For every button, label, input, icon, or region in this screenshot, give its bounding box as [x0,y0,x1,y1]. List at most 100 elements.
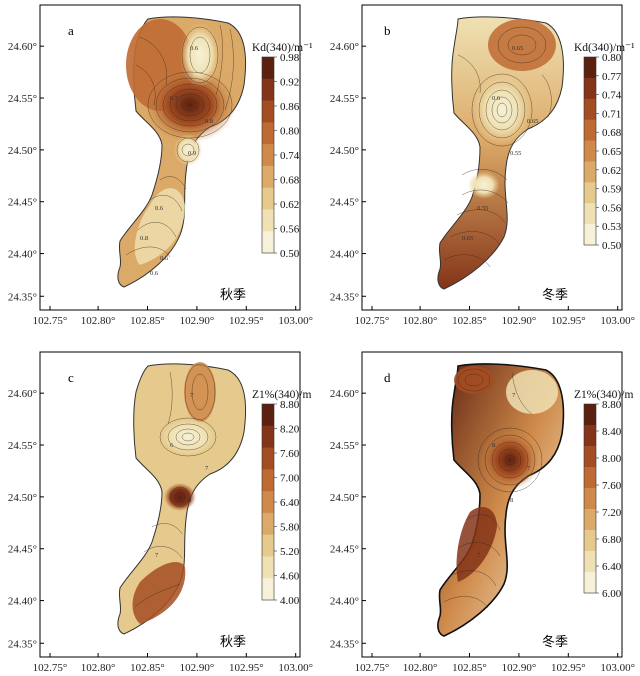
colorbar-tick-label: 4.00 [280,595,300,607]
colorbar-tick-label: 0.68 [602,127,622,139]
colorbar-tick-label: 0.62 [280,199,299,211]
x-tick-label: 102.85° [452,315,487,327]
y-tick-label: 24.55° [8,93,37,105]
x-tick-label: 102.75° [33,662,68,674]
x-tick-label: 102.85° [130,662,165,674]
y-tick-label: 24.40° [330,249,359,261]
colorbar-segment [262,447,274,470]
colorbar: 8.80 8.40 8.00 7.60 7.20 6.80 6.40 6.00 Z1%(340)… [574,389,633,600]
contour-label: 6 [170,442,174,449]
x-tick-label: 102.85° [452,662,487,674]
panel-b: b 冬季 [361,4,623,311]
colorbar-segment [262,78,274,102]
x-tick-label: 102.95° [229,315,264,327]
colorbar-border [583,403,597,594]
y-tick-label: 24.55° [330,93,359,105]
lake-region [437,16,564,290]
colorbar: 0.98 0.92 0.86 0.80 0.74 0.68 0.62 0.56 0.50 Kd(3… [252,42,313,260]
axis-group: 102.75° 102.80° 102.85° 102.90° 102.95° 103.0… [8,388,313,674]
y-tick-label: 24.45° [330,197,359,209]
colorbar-segment [584,77,596,100]
x-tick-label: 102.75° [355,662,390,674]
contour-label: 0.6 [190,45,199,52]
contour-label: 0.7 [170,95,179,102]
colorbar-tick-label: 0.68 [280,175,300,187]
colorbar-segment [584,488,596,510]
colorbar-tick-label: 0.62 [602,165,621,177]
colorbar-segment [584,551,596,573]
colorbar-segment [262,209,274,232]
lake-map [117,362,247,635]
colorbar-segment [262,122,274,145]
colorbar-segment [584,161,596,183]
y-tick-label: 24.50° [8,492,37,504]
contour-label: 7 [155,552,159,559]
contour-label: 0.6 [155,205,164,212]
colorbar-segment [262,187,274,210]
y-tick-label: 24.35° [330,291,359,303]
axis-group: 102.75° 102.80° 102.85° 102.90° 102.95° 103.0… [330,41,635,327]
colorbar-tick-label: 0.92 [280,77,299,89]
contour-label: 0.55 [510,150,521,157]
colorbar-tick-label: 0.53 [602,221,622,233]
colorbar-segment [262,165,274,189]
contour-label: 0.6 [150,270,159,277]
colorbar-tick-label: 0.71 [602,108,621,120]
panel-d: d 冬季 [361,351,623,658]
y-tick-label: 24.55° [330,440,359,452]
colorbar-tick-label: 5.20 [280,546,300,558]
panel-letter: a [68,23,74,38]
colorbar-segment [584,57,596,79]
colorbar-tick-label: 0.74 [602,90,622,102]
panel-c: c 秋季 [39,351,301,658]
colorbar-tick-label: 8.40 [602,426,622,438]
y-tick-label: 24.60° [330,388,359,400]
y-tick-label: 24.60° [330,41,359,53]
y-tick-label: 24.35° [8,291,37,303]
x-tick-label: 102.85° [130,315,165,327]
panel-frame [361,351,623,658]
x-tick-label: 102.95° [551,662,586,674]
colorbar-tick-label: 6.40 [602,561,622,573]
colorbar-segment [262,425,274,449]
panel-frame [361,4,623,311]
y-tick-label: 24.40° [330,596,359,608]
colorbar: 0.80 0.77 0.74 0.71 0.68 0.65 0.62 0.59 0.56 0.53… [574,42,635,252]
x-tick-label: 103.00° [278,662,313,674]
x-tick-label: 102.90° [180,315,215,327]
colorbar-segment [262,491,274,514]
colorbar-title: Z1%(340)/m [252,389,311,401]
x-tick-label: 102.80° [81,315,116,327]
contour-label: 7 [205,465,209,472]
contour-label: 7 [477,552,481,559]
contour-label: 7 [527,465,531,472]
y-tick-label: 24.60° [8,388,37,400]
colorbar-segment [262,404,274,427]
y-tick-label: 24.40° [8,596,37,608]
y-tick-label: 24.60° [8,41,37,53]
season-label: 冬季 [542,634,568,650]
colorbar-tick-label: 0.56 [602,202,622,214]
colorbar-tick-label: 0.80 [602,52,622,64]
colorbar-segment [584,224,596,246]
contour-label: 0.6 [492,95,501,102]
colorbar-segment [584,446,596,468]
colorbar-segment [584,530,596,552]
panel-letter: c [68,370,74,385]
x-tick-label: 102.80° [81,662,116,674]
colorbar-segment [584,425,596,447]
colorbar-segment [584,404,596,426]
x-tick-label: 102.95° [551,315,586,327]
axis-group: 102.75° 102.80° 102.85° 102.90° 102.95° 103.0… [330,388,635,674]
x-tick-label: 102.80° [403,662,438,674]
contour-label: 8 [510,497,513,504]
panel-letter: d [384,370,391,385]
contour-label: 0.9 [188,150,196,157]
colorbar-segment [584,509,596,531]
contour-label: 0.6 [160,255,169,262]
colorbar-segment [584,182,596,204]
colorbar-tick-label: 8.80 [280,399,300,411]
y-tick-label: 24.45° [8,197,37,209]
lake-map [437,16,564,290]
x-tick-label: 103.00° [600,315,635,327]
